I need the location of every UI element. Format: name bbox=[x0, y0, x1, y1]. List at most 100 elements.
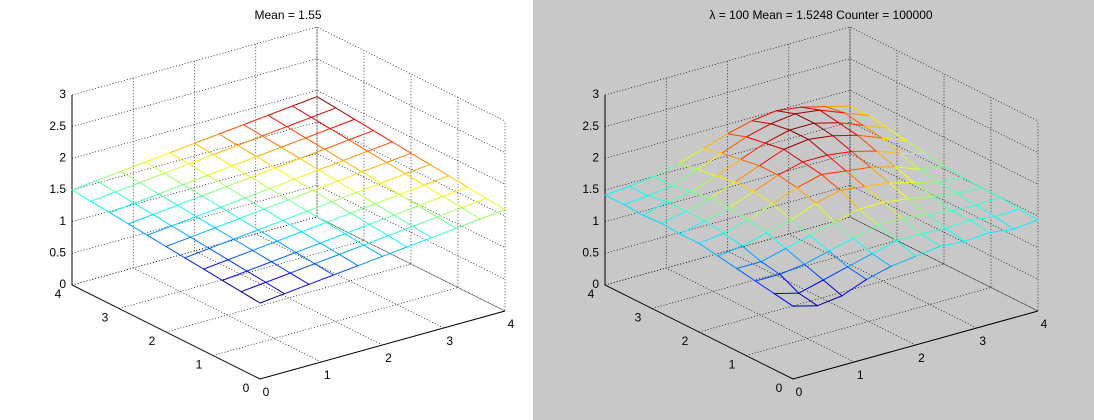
mesh-edge bbox=[751, 120, 772, 125]
mesh-edge bbox=[871, 240, 898, 255]
mesh-edge bbox=[825, 106, 845, 114]
mesh-edge bbox=[386, 152, 412, 163]
mesh-edge bbox=[736, 267, 756, 282]
mesh-edge bbox=[372, 130, 393, 143]
mesh-edge bbox=[182, 174, 209, 186]
mesh-edge bbox=[368, 223, 389, 237]
mesh-edge bbox=[158, 184, 184, 195]
mesh-edge bbox=[734, 181, 755, 192]
mesh-edge bbox=[350, 212, 370, 225]
mesh-edge bbox=[338, 244, 365, 255]
mesh-edge bbox=[120, 161, 146, 172]
mesh-edge bbox=[890, 255, 916, 267]
mesh-edge bbox=[308, 274, 334, 285]
mesh-edge bbox=[862, 124, 883, 139]
mesh-edge bbox=[267, 114, 288, 128]
mesh-edge bbox=[344, 233, 365, 246]
mesh-edge bbox=[994, 216, 1014, 230]
mesh-edge bbox=[431, 227, 457, 239]
mesh-edge bbox=[856, 134, 883, 139]
mesh-edge bbox=[310, 116, 331, 130]
mesh-edge bbox=[704, 220, 724, 234]
mesh-edge bbox=[314, 253, 340, 265]
mesh-edge bbox=[969, 216, 996, 221]
mesh-edge bbox=[250, 167, 276, 178]
grid-line bbox=[604, 216, 1039, 312]
mesh-edge bbox=[956, 187, 983, 194]
mesh-edge bbox=[875, 150, 896, 168]
grid-line bbox=[71, 216, 506, 312]
mesh-edge bbox=[789, 129, 809, 140]
mesh-edge bbox=[764, 129, 791, 144]
mesh-edge bbox=[913, 182, 934, 197]
mesh-edge bbox=[342, 150, 369, 162]
mesh-edge bbox=[803, 250, 830, 265]
mesh-edge bbox=[794, 109, 821, 115]
mesh-edge bbox=[838, 122, 858, 136]
mesh-edge bbox=[171, 225, 191, 238]
mesh-edge bbox=[357, 255, 383, 267]
mesh-edge bbox=[201, 195, 222, 208]
grid-line bbox=[727, 61, 916, 346]
x-tick-label: 3 bbox=[446, 334, 453, 348]
mesh-edge bbox=[323, 139, 350, 150]
mesh-edge bbox=[776, 110, 796, 115]
mesh-edge bbox=[133, 202, 154, 216]
y-tick-label: 2 bbox=[149, 334, 156, 348]
z-tick-label: 1.5 bbox=[49, 182, 66, 196]
mesh-edge bbox=[894, 166, 920, 170]
mesh-edge bbox=[163, 172, 184, 186]
x-tick-label: 4 bbox=[1041, 317, 1048, 331]
grid-line bbox=[71, 184, 506, 280]
mesh-edge bbox=[337, 180, 357, 193]
grid-line bbox=[849, 27, 1039, 312]
mesh-edge bbox=[461, 197, 487, 209]
mesh-edge bbox=[950, 210, 971, 221]
mesh-edge bbox=[678, 148, 704, 164]
mesh-edge bbox=[678, 162, 698, 170]
mesh-edge bbox=[263, 208, 284, 221]
mesh-edge bbox=[239, 218, 259, 231]
mesh-edge bbox=[821, 170, 847, 175]
mesh-edge bbox=[393, 205, 419, 216]
mesh-edge bbox=[802, 154, 828, 163]
mesh-edge bbox=[883, 198, 909, 203]
mesh-edge bbox=[894, 166, 915, 183]
mesh-edge bbox=[745, 123, 772, 138]
mesh-edge bbox=[629, 175, 655, 187]
mesh-edge bbox=[964, 232, 990, 242]
mesh-edge bbox=[647, 185, 674, 197]
grid-line bbox=[212, 97, 459, 356]
mesh-edge bbox=[926, 210, 952, 215]
mesh-edge bbox=[387, 225, 414, 237]
mesh-edge bbox=[741, 245, 762, 263]
mesh-edge bbox=[331, 191, 357, 203]
mesh-edge bbox=[184, 257, 205, 270]
z-tick-label: 3 bbox=[592, 87, 599, 101]
mesh-edge bbox=[207, 165, 233, 176]
mesh-edge bbox=[263, 199, 289, 210]
mesh-edge bbox=[323, 148, 344, 162]
mesh-edge bbox=[629, 185, 649, 197]
mesh-edge bbox=[785, 234, 811, 250]
mesh-edge bbox=[907, 198, 928, 215]
mesh-edge bbox=[146, 234, 167, 247]
mesh-edge bbox=[901, 217, 922, 235]
mesh-edge bbox=[702, 133, 728, 150]
mesh-edge bbox=[194, 133, 220, 144]
grid-line bbox=[71, 26, 506, 122]
mesh-edge bbox=[246, 270, 267, 283]
mesh-edge bbox=[764, 142, 785, 150]
mesh-edge bbox=[404, 173, 425, 186]
chart-title: Mean = 1.55 bbox=[254, 8, 321, 22]
mesh-edge bbox=[139, 172, 165, 184]
mesh-edge bbox=[653, 162, 679, 177]
mesh-edge bbox=[244, 188, 271, 199]
mesh-edge bbox=[169, 152, 190, 165]
mesh-edge bbox=[374, 203, 395, 216]
mesh-edge bbox=[436, 207, 463, 218]
mesh-edge bbox=[956, 192, 977, 206]
mesh-edge bbox=[679, 233, 700, 244]
mesh-edge bbox=[647, 195, 668, 203]
mesh-edge bbox=[412, 225, 432, 239]
